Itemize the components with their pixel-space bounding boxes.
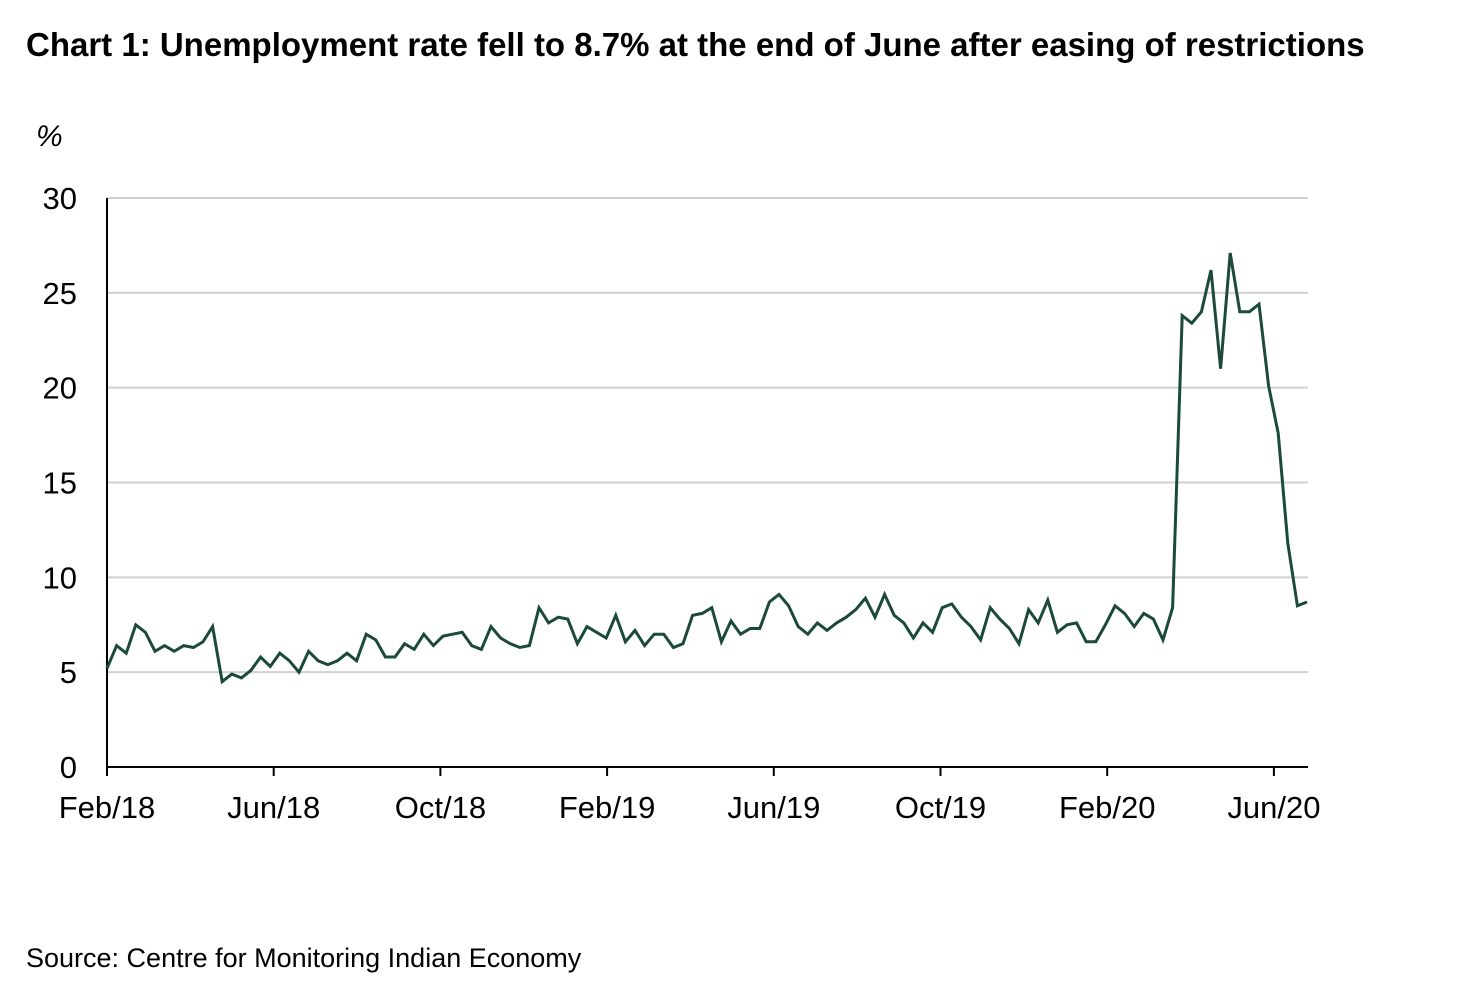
y-tick-label: 15 xyxy=(43,466,77,501)
chart-title: Chart 1: Unemployment rate fell to 8.7% … xyxy=(26,26,1365,63)
x-tick-label: Jun/20 xyxy=(1227,790,1320,825)
series-group xyxy=(105,252,1308,685)
y-tick-label: 25 xyxy=(43,276,77,311)
x-tick-label: Feb/20 xyxy=(1059,790,1156,825)
y-tick-label: 20 xyxy=(43,371,77,406)
y-tick-label: 10 xyxy=(43,560,77,595)
x-tick-label: Oct/18 xyxy=(395,790,486,825)
x-tick-label: Oct/19 xyxy=(895,790,986,825)
y-tick-label: 0 xyxy=(60,750,77,785)
x-axis: Feb/18 Jun/18 Oct/18 Feb/19 Jun/19 Oct/19 Feb/… xyxy=(59,198,1320,825)
source-note: Source: Centre for Monitoring Indian Eco… xyxy=(26,943,582,973)
series-line xyxy=(105,252,1308,685)
x-tick-label: Jun/18 xyxy=(227,790,320,825)
y-axis-ticks: 0 5 10 15 20 25 30 xyxy=(43,181,77,785)
y-tick-label: 5 xyxy=(60,655,77,690)
x-tick-label: Feb/18 xyxy=(59,790,156,825)
y-axis-unit-label: % xyxy=(36,120,63,153)
x-tick-label: Feb/19 xyxy=(559,790,656,825)
y-tick-label: 30 xyxy=(43,181,77,216)
gridlines xyxy=(107,197,1308,674)
x-tick-label: Jun/19 xyxy=(727,790,820,825)
